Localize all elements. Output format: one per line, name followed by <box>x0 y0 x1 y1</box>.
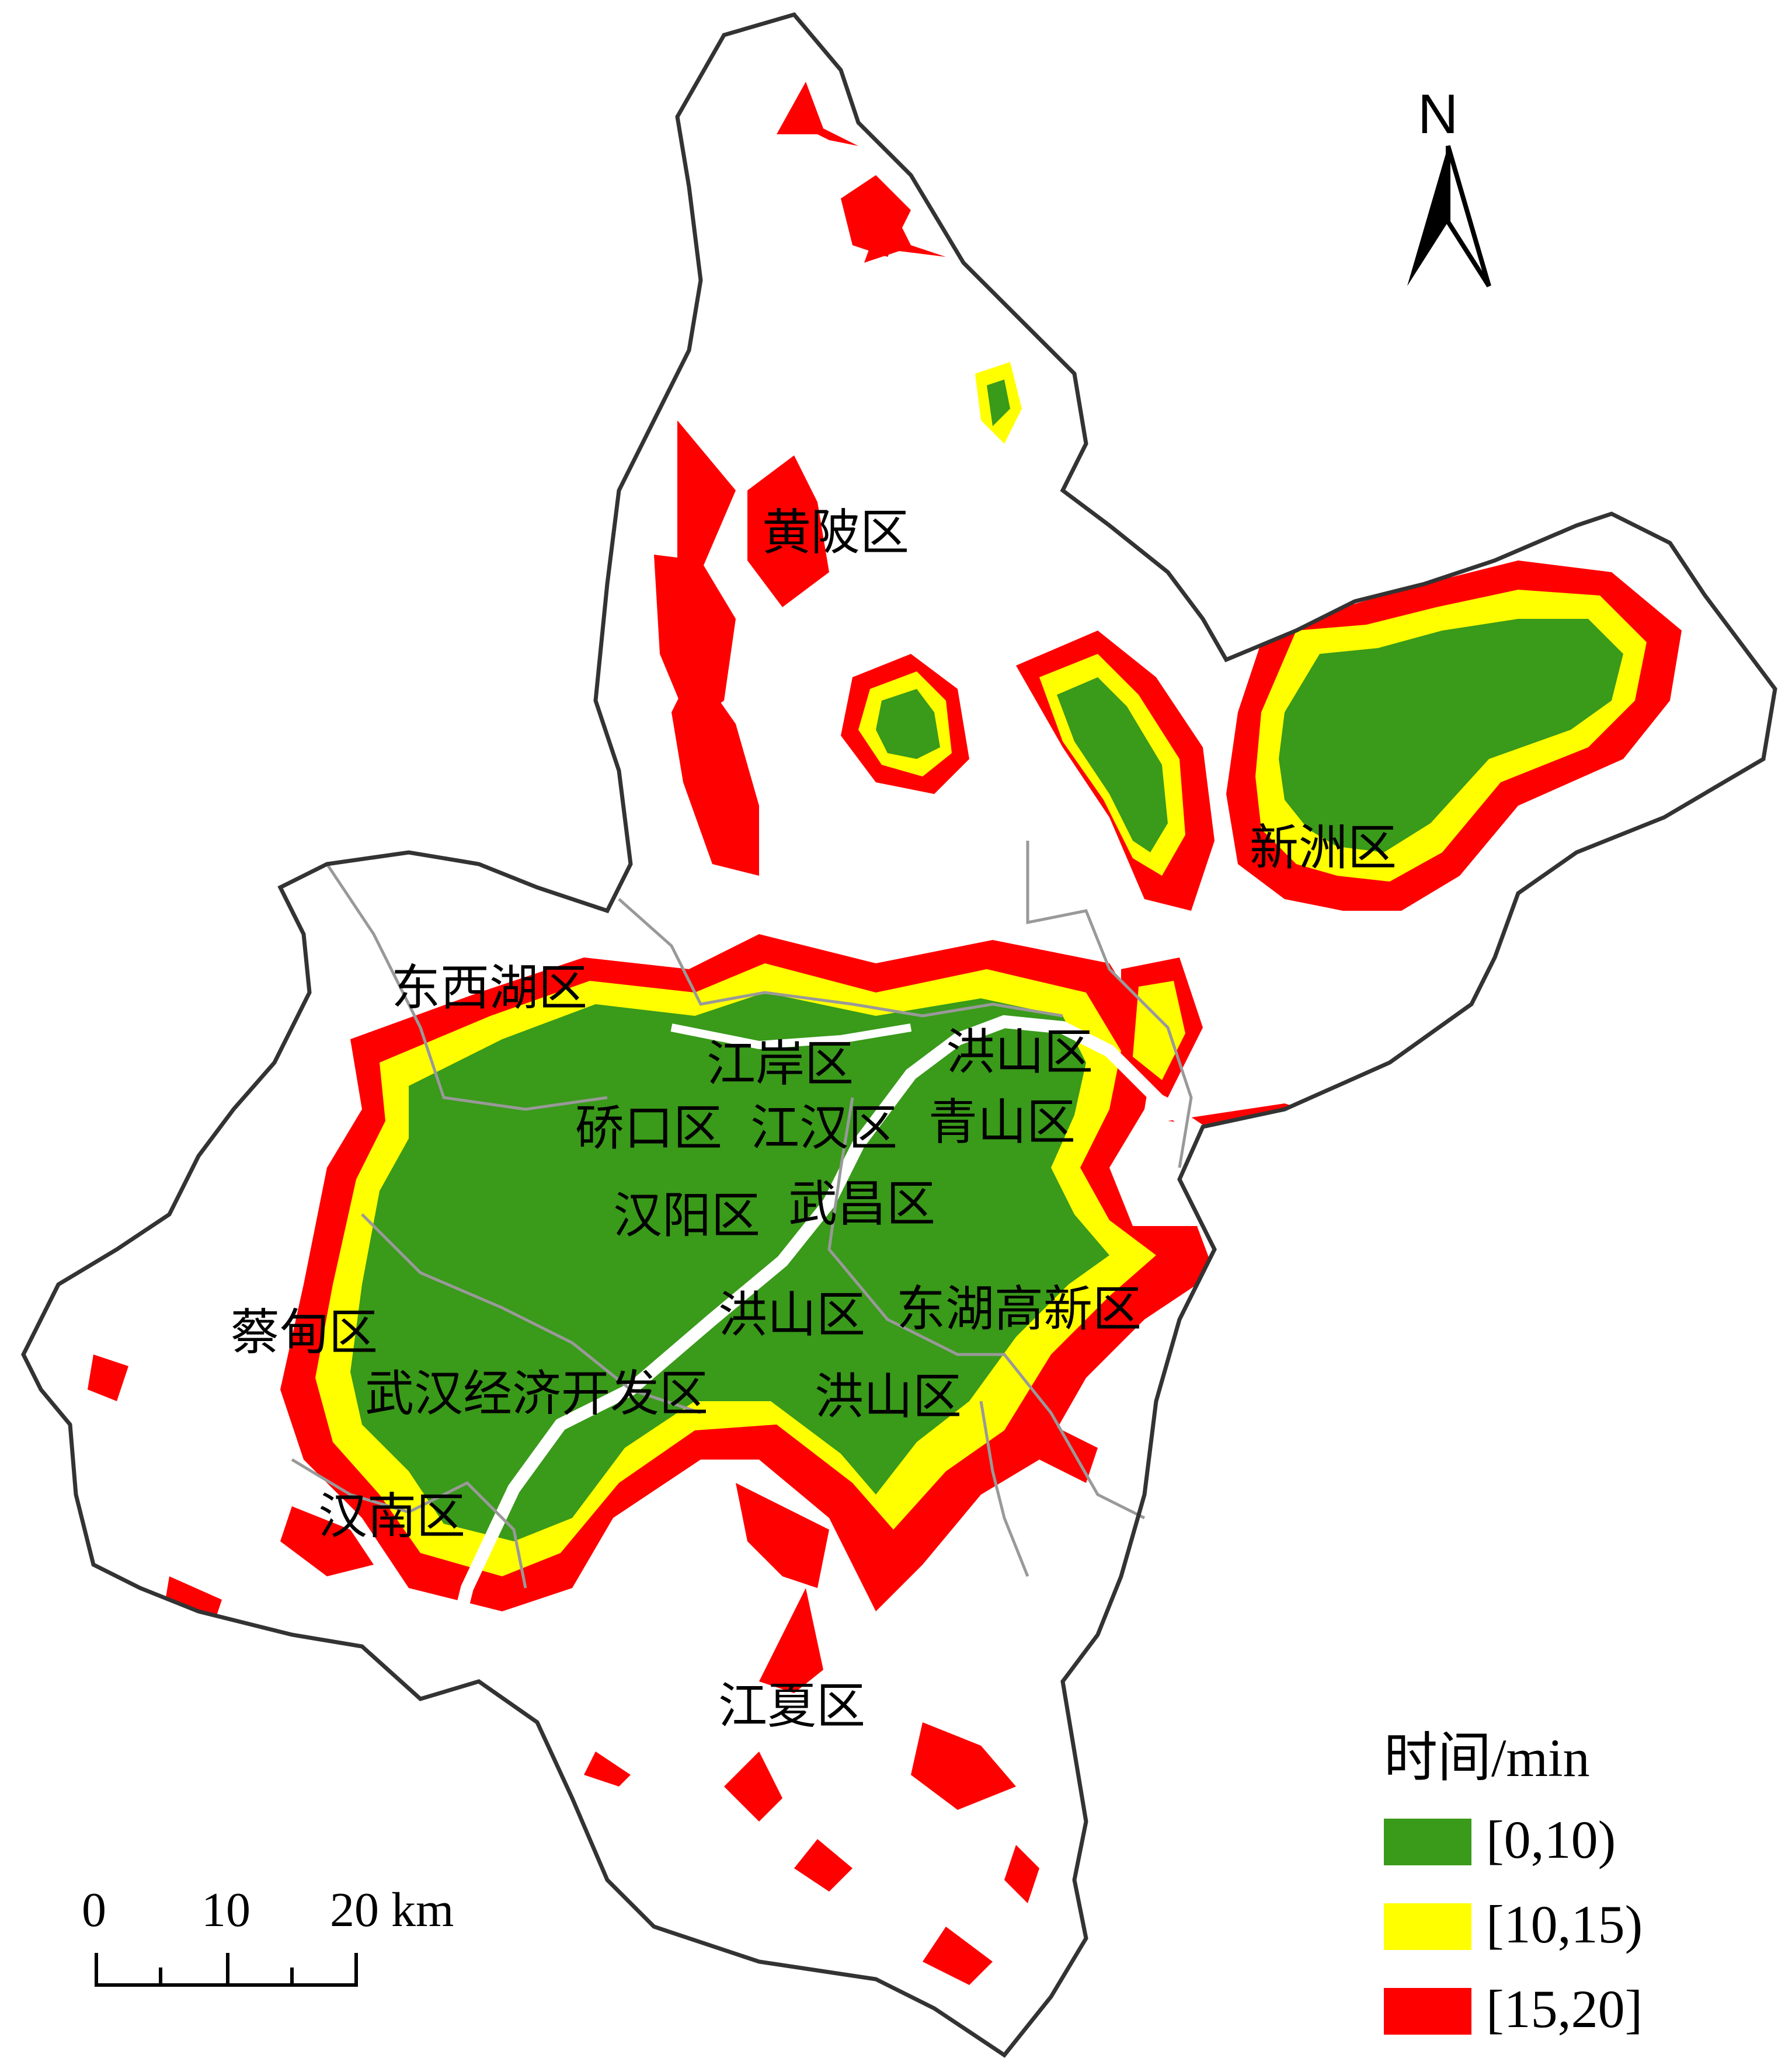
district-boundaries <box>291 841 1193 1589</box>
zone-0-10 <box>350 379 1623 1541</box>
legend-item: [10,15) <box>1384 1897 1758 1951</box>
legend-item: [15,20] <box>1384 1982 1758 2036</box>
district-label-donghu: 东湖高新区 <box>896 1280 1142 1338</box>
district-label-huangpi: 黄陂区 <box>762 504 910 561</box>
legend-label: [10,15) <box>1486 1895 1643 1954</box>
district-label-hanyang: 汉阳区 <box>613 1187 761 1244</box>
district-label-qiaokou: 硚口区 <box>575 1099 723 1157</box>
district-label-hongshan-south: 洪山区 <box>815 1368 962 1425</box>
district-label-xinzhou: 新洲区 <box>1250 819 1397 876</box>
isochrone-zones <box>88 82 1682 1985</box>
north-arrow-icon <box>1407 145 1491 288</box>
north-label: N <box>1418 83 1459 145</box>
district-label-jiangan: 江岸区 <box>707 1035 854 1092</box>
scale-bar <box>95 1953 358 1987</box>
legend-item: [0,10) <box>1384 1813 1758 1866</box>
district-label-wuhan-econ: 武汉经济开发区 <box>365 1365 709 1422</box>
city-boundary <box>21 12 1777 2058</box>
scale-label-20: 20 km <box>330 1883 454 1937</box>
legend-label: [15,20] <box>1486 1979 1643 2039</box>
district-label-jianghan: 江汉区 <box>750 1099 898 1157</box>
scale-label-10: 10 <box>201 1883 250 1937</box>
legend-swatch-green <box>1384 1819 1471 1865</box>
legend-swatch-red <box>1384 1988 1471 2035</box>
district-label-jiangxia: 江夏区 <box>718 1677 866 1735</box>
district-label-hannan: 汉南区 <box>318 1488 466 1545</box>
district-label-hongshan-middle: 洪山区 <box>718 1286 866 1343</box>
district-label-dongxihu: 东西湖区 <box>391 959 588 1016</box>
district-label-caidian: 蔡甸区 <box>231 1304 378 1361</box>
scale-label-0: 0 <box>82 1883 106 1937</box>
district-label-wuchang: 武昌区 <box>788 1175 936 1232</box>
legend-label: [0,10) <box>1486 1810 1616 1869</box>
district-label-qingshan: 青山区 <box>928 1094 1076 1151</box>
legend-swatch-yellow <box>1384 1903 1471 1950</box>
legend-title: 时间/min <box>1384 1728 1590 1788</box>
district-label-hongshan-north: 洪山区 <box>946 1023 1094 1081</box>
